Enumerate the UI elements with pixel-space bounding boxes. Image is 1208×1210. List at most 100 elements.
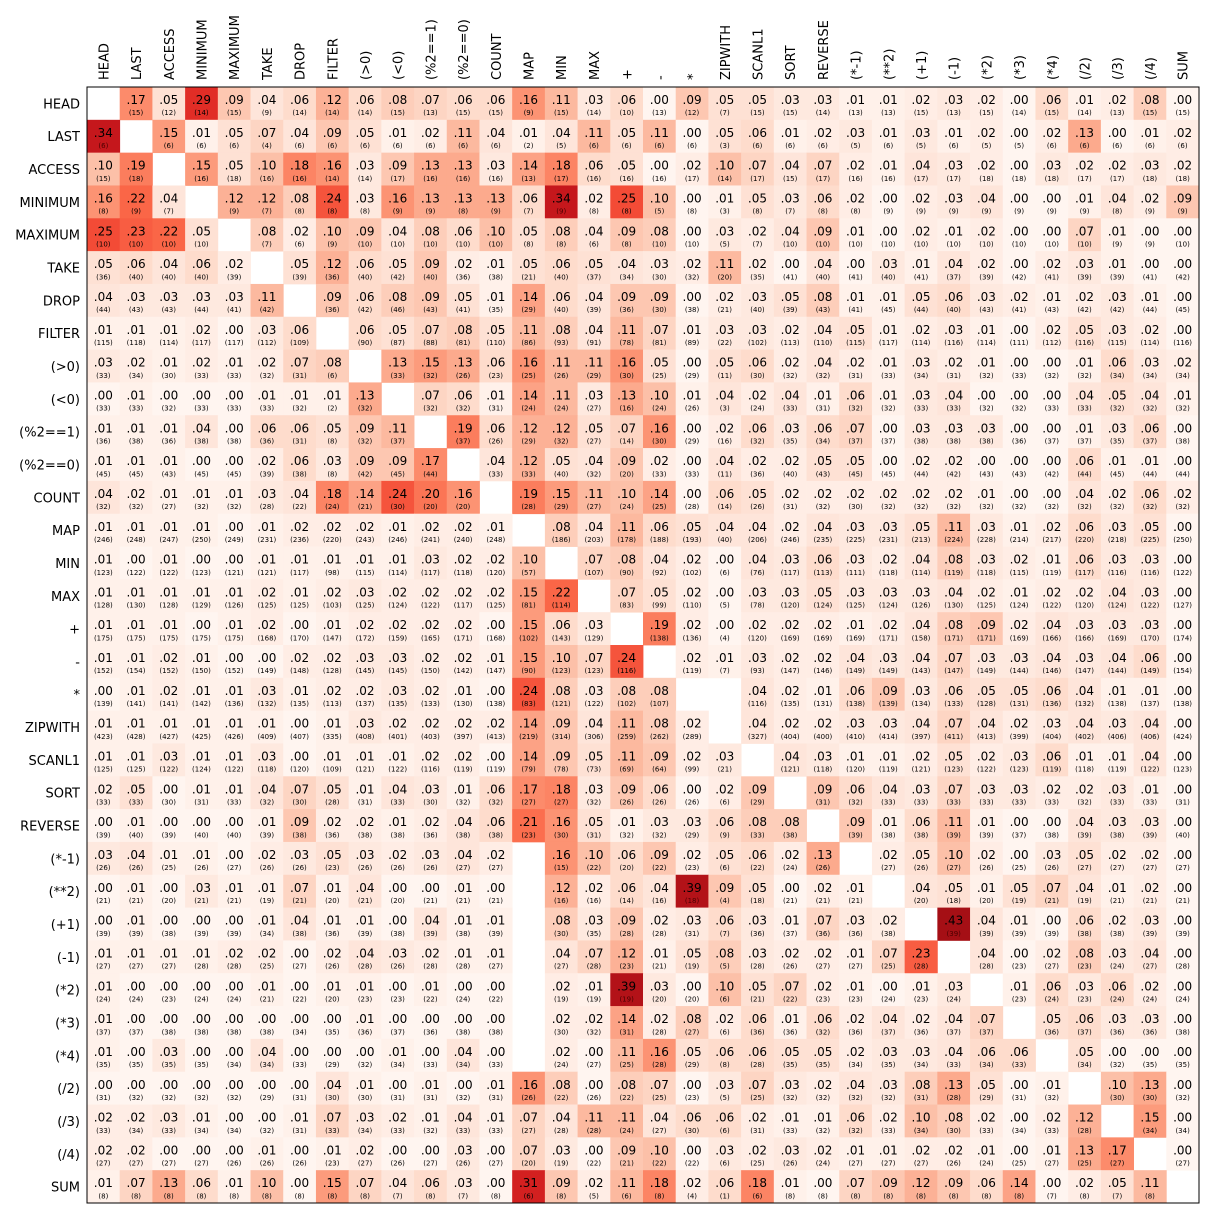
row-label: -	[75, 655, 80, 670]
cell-value: .04	[911, 553, 930, 567]
cell-count: (19)	[685, 963, 700, 971]
column-label: MAP	[523, 52, 538, 80]
cell-count: (34)	[129, 1127, 144, 1135]
cell-value: .08	[683, 1012, 702, 1026]
cell-value: .04	[355, 881, 374, 895]
cell-value: .01	[225, 881, 244, 895]
heatmap-cell	[577, 119, 611, 154]
cell-count: (413)	[486, 733, 505, 741]
cell-count: (42)	[358, 470, 373, 478]
cell-value: .02	[1042, 946, 1061, 960]
cell-count: (21)	[718, 306, 733, 314]
cell-value: .02	[781, 946, 800, 960]
cell-value: .00	[290, 750, 309, 764]
cell-count: (5)	[1014, 142, 1024, 150]
cell-count: (26)	[750, 503, 765, 511]
cell-value: .01	[486, 1111, 505, 1125]
heatmap-cell	[512, 87, 546, 121]
cell-value: .00	[1108, 126, 1127, 140]
cell-count: (21)	[227, 897, 242, 905]
row-label: SCANL1	[29, 754, 80, 769]
cell-count: (186)	[552, 536, 571, 544]
heatmap-cell	[544, 283, 578, 318]
cell-count: (44)	[423, 470, 438, 478]
cell-value: .04	[257, 93, 276, 107]
cell-value: .02	[813, 1143, 832, 1157]
cell-value: .00	[879, 192, 898, 206]
cell-value: .02	[1140, 192, 1159, 206]
heatmap-cell	[741, 218, 775, 252]
cell-value: .11	[944, 520, 963, 534]
cell-count: (9)	[916, 208, 926, 216]
cell-value: .00	[159, 388, 178, 402]
cell-value: .03	[715, 224, 734, 238]
cell-count: (248)	[486, 536, 505, 544]
heatmap-cell	[610, 316, 644, 350]
cell-value: .03	[355, 159, 374, 173]
cell-value: .03	[715, 750, 734, 764]
heatmap-cell	[839, 251, 873, 285]
cell-count: (14)	[619, 437, 634, 445]
cell-count: (23)	[1012, 963, 1027, 971]
cell-count: (217)	[1042, 536, 1061, 544]
cell-value: .43	[944, 914, 963, 928]
cell-count: (81)	[456, 339, 471, 347]
cell-count: (128)	[159, 602, 178, 610]
cell-value: .02	[846, 1012, 865, 1026]
cell-value: .01	[1042, 1143, 1061, 1157]
cell-count: (16)	[489, 175, 504, 183]
heatmap-cell	[741, 185, 775, 219]
cell-count: (138)	[1173, 700, 1192, 708]
cell-count: (166)	[1075, 634, 1094, 642]
cell-value: .02	[944, 356, 963, 370]
cell-count: (22)	[750, 864, 765, 872]
cell-value: .06	[911, 815, 930, 829]
cell-value: .01	[159, 520, 178, 534]
cell-count: (32)	[423, 1127, 438, 1135]
cell-count: (33)	[423, 1061, 438, 1069]
cell-value: .00	[1010, 848, 1029, 862]
cell-count: (6)	[720, 1028, 730, 1036]
heatmap-cell	[446, 382, 480, 416]
cell-value: .03	[715, 1078, 734, 1092]
cell-count: (78)	[619, 339, 634, 347]
row-label: COUNT	[34, 491, 81, 506]
cell-count: (26)	[1045, 864, 1060, 872]
cell-value: .04	[911, 618, 930, 632]
heatmap-cell	[643, 119, 677, 154]
cell-count: (40)	[227, 831, 242, 839]
column-label: HEAD	[97, 43, 112, 80]
cell-value: .01	[813, 388, 832, 402]
heatmap-cell	[348, 152, 382, 186]
cell-value: .00	[650, 93, 669, 107]
cell-count: (123)	[94, 569, 113, 577]
cell-value: .01	[257, 979, 276, 993]
cell-value: .04	[454, 815, 473, 829]
heatmap-cell	[871, 349, 906, 383]
cell-count: (16)	[619, 405, 634, 413]
cell-value: .01	[225, 750, 244, 764]
cell-value: .05	[1075, 848, 1094, 862]
cell-value: .10	[1108, 1078, 1127, 1092]
cell-value: .11	[715, 257, 734, 271]
cell-count: (426)	[225, 733, 244, 741]
cell-count: (23)	[1077, 995, 1092, 1003]
cell-count: (102)	[519, 634, 538, 642]
cell-value: .17	[519, 782, 538, 796]
cell-value: .10	[323, 224, 342, 238]
cell-value: .00	[715, 618, 734, 632]
cell-value: .04	[1108, 192, 1127, 206]
cell-value: .01	[192, 684, 211, 698]
cell-count: (149)	[257, 667, 276, 675]
heatmap-cell	[348, 283, 382, 318]
cell-value: .08	[552, 224, 571, 238]
cell-count: (26)	[489, 437, 504, 445]
cell-value: .06	[748, 848, 767, 862]
cell-count: (35)	[816, 1061, 831, 1069]
cell-value: .02	[127, 1111, 146, 1125]
heatmap-cell	[839, 87, 873, 121]
cell-value: .02	[650, 454, 669, 468]
cell-value: .00	[1010, 1143, 1029, 1157]
cell-count: (220)	[323, 536, 342, 544]
heatmap-cell	[185, 316, 219, 350]
